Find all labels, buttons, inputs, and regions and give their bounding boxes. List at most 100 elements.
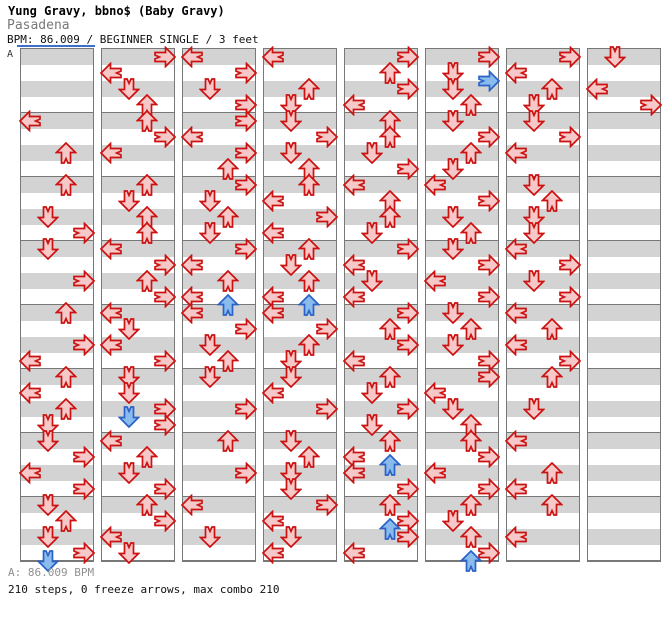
- left-arrow-note: [181, 494, 203, 516]
- down-arrow-note: [118, 366, 140, 388]
- up-arrow-note: [55, 142, 77, 164]
- right-arrow-note: [478, 478, 500, 500]
- down-arrow-note: [442, 206, 464, 228]
- up-arrow-note: [298, 446, 320, 468]
- right-arrow-note: [478, 190, 500, 212]
- up-arrow-note: [217, 206, 239, 228]
- down-arrow-note: [442, 510, 464, 532]
- left-arrow-note: [505, 478, 527, 500]
- up-arrow-note: [217, 430, 239, 452]
- right-arrow-note: [73, 334, 95, 356]
- right-arrow-note: [559, 254, 581, 276]
- down-arrow-note: [199, 366, 221, 388]
- down-arrow-note: [361, 270, 383, 292]
- left-arrow-note: [262, 382, 284, 404]
- right-arrow-note: [154, 46, 176, 68]
- down-arrow-note: [442, 302, 464, 324]
- left-arrow-note: [586, 78, 608, 100]
- up-arrow-note: [55, 510, 77, 532]
- up-arrow-note: [298, 334, 320, 356]
- down-arrow-note: [361, 142, 383, 164]
- left-arrow-note: [181, 302, 203, 324]
- left-arrow-note: [343, 254, 365, 276]
- right-arrow-note: [316, 398, 338, 420]
- left-arrow-note: [343, 350, 365, 372]
- right-arrow-note: [235, 398, 257, 420]
- right-arrow-note: [73, 270, 95, 292]
- up-arrow-note: [55, 302, 77, 324]
- left-arrow-note: [262, 510, 284, 532]
- down-arrow-note: [118, 462, 140, 484]
- right-arrow-note-8th: [478, 70, 500, 92]
- left-arrow-note: [181, 254, 203, 276]
- down-arrow-note: [280, 350, 302, 372]
- left-arrow-note: [100, 334, 122, 356]
- right-arrow-note: [73, 542, 95, 564]
- right-arrow-note: [235, 142, 257, 164]
- down-arrow-note: [199, 222, 221, 244]
- right-arrow-note: [397, 478, 419, 500]
- up-arrow-note: [136, 222, 158, 244]
- up-arrow-note: [541, 78, 563, 100]
- down-arrow-note: [280, 94, 302, 116]
- down-arrow-note: [37, 414, 59, 436]
- up-arrow-note: [298, 174, 320, 196]
- left-arrow-note: [505, 238, 527, 260]
- left-arrow-note: [262, 222, 284, 244]
- up-arrow-note: [55, 398, 77, 420]
- up-arrow-note: [136, 270, 158, 292]
- right-arrow-note: [235, 62, 257, 84]
- left-arrow-note: [100, 238, 122, 260]
- left-arrow-note: [505, 302, 527, 324]
- right-arrow-note: [73, 446, 95, 468]
- right-arrow-note: [478, 126, 500, 148]
- left-arrow-note: [19, 382, 41, 404]
- down-arrow-note: [37, 238, 59, 260]
- left-arrow-note: [343, 462, 365, 484]
- right-arrow-note: [478, 446, 500, 468]
- down-arrow-note: [604, 46, 626, 68]
- left-arrow-note: [19, 110, 41, 132]
- up-arrow-note: [460, 526, 482, 548]
- left-arrow-note: [505, 430, 527, 452]
- up-arrow-note: [136, 446, 158, 468]
- chart-info: BPM: 86.009 / BEGINNER SINGLE / 3 feet: [7, 33, 259, 46]
- right-arrow-note: [478, 46, 500, 68]
- left-arrow-note: [19, 350, 41, 372]
- down-arrow-note: [199, 334, 221, 356]
- right-arrow-note: [397, 398, 419, 420]
- up-arrow-note: [136, 110, 158, 132]
- down-arrow-note: [523, 398, 545, 420]
- up-arrow-note: [379, 366, 401, 388]
- up-arrow-note: [460, 494, 482, 516]
- down-arrow-note: [199, 190, 221, 212]
- right-arrow-note: [154, 126, 176, 148]
- down-arrow-note: [280, 430, 302, 452]
- left-arrow-note: [343, 286, 365, 308]
- down-arrow-note: [280, 478, 302, 500]
- right-arrow-note: [397, 526, 419, 548]
- left-arrow-note: [19, 462, 41, 484]
- down-arrow-note: [361, 382, 383, 404]
- up-arrow-note: [541, 318, 563, 340]
- down-arrow-note: [37, 526, 59, 548]
- right-arrow-note: [154, 254, 176, 276]
- down-arrow-note: [118, 382, 140, 404]
- left-arrow-note: [505, 334, 527, 356]
- down-arrow-note: [37, 430, 59, 452]
- down-arrow-note: [118, 78, 140, 100]
- down-arrow-note: [118, 542, 140, 564]
- down-arrow-note: [442, 62, 464, 84]
- down-arrow-note: [280, 110, 302, 132]
- left-arrow-note: [262, 46, 284, 68]
- right-arrow-note: [316, 206, 338, 228]
- up-arrow-note: [298, 78, 320, 100]
- left-arrow-note: [181, 46, 203, 68]
- down-arrow-note: [280, 254, 302, 276]
- up-arrow-note: [379, 430, 401, 452]
- right-arrow-note: [397, 302, 419, 324]
- up-arrow-note: [379, 206, 401, 228]
- up-arrow-note: [460, 222, 482, 244]
- up-arrow-note: [460, 142, 482, 164]
